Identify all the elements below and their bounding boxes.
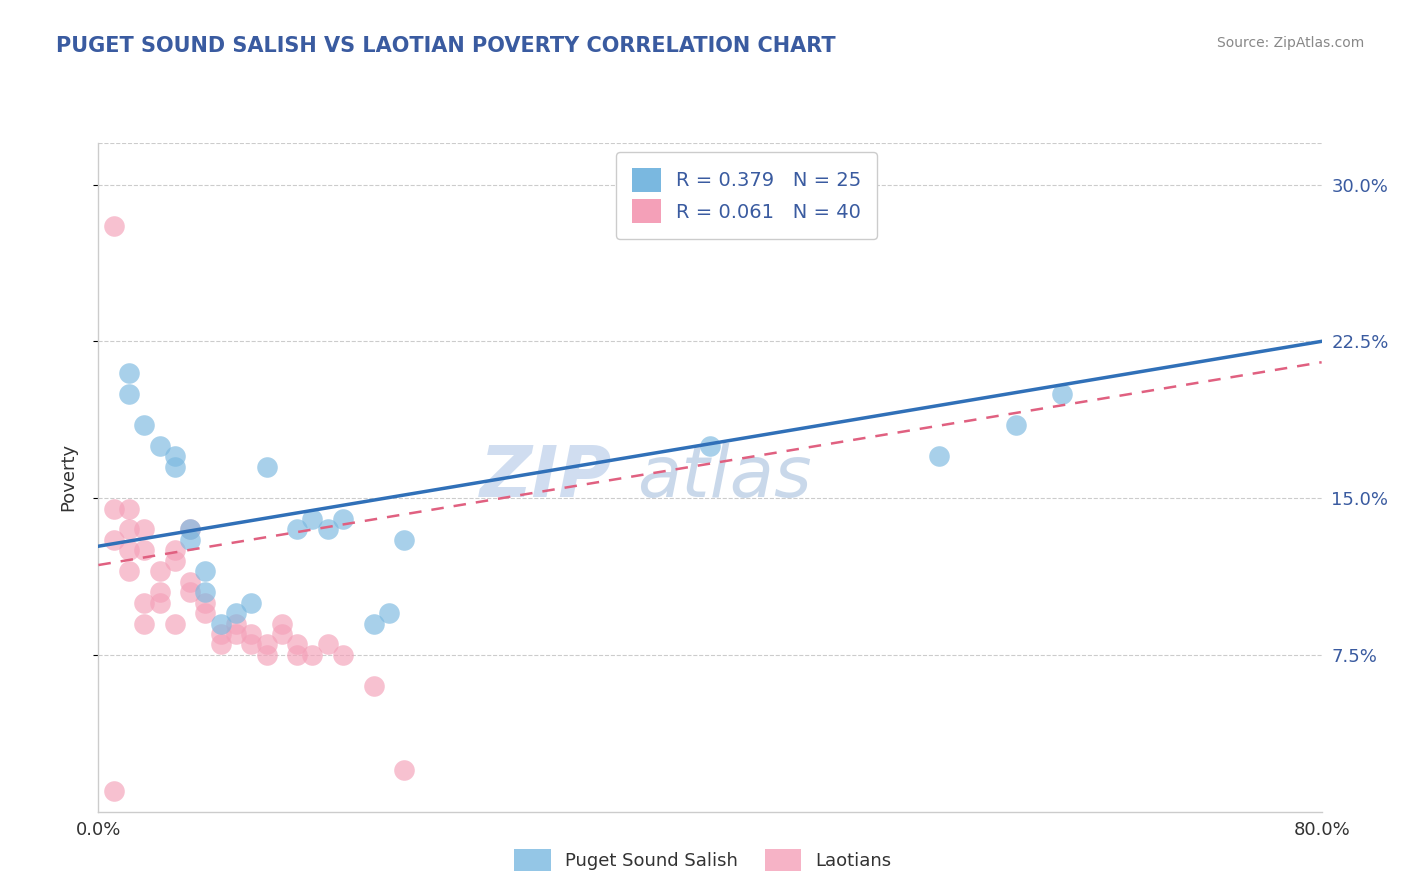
- Legend: R = 0.379   N = 25, R = 0.061   N = 40: R = 0.379 N = 25, R = 0.061 N = 40: [616, 153, 877, 239]
- Point: [163, 543, 186, 558]
- Point: [1004, 417, 1026, 432]
- Point: [194, 596, 217, 610]
- Point: [363, 679, 385, 693]
- Point: [285, 523, 308, 537]
- Point: [270, 627, 292, 641]
- Point: [332, 648, 354, 662]
- Point: [301, 512, 323, 526]
- Point: [194, 564, 217, 578]
- Point: [163, 459, 186, 474]
- Point: [134, 543, 156, 558]
- Point: [256, 459, 278, 474]
- Y-axis label: Poverty: Poverty: [59, 443, 77, 511]
- Point: [103, 219, 125, 234]
- Point: [179, 585, 201, 599]
- Point: [149, 439, 172, 453]
- Point: [134, 523, 156, 537]
- Point: [316, 637, 339, 651]
- Point: [118, 523, 141, 537]
- Point: [179, 574, 201, 589]
- Point: [285, 648, 308, 662]
- Point: [928, 450, 950, 464]
- Point: [256, 648, 278, 662]
- Text: atlas: atlas: [637, 442, 811, 512]
- Point: [103, 533, 125, 547]
- Point: [392, 533, 416, 547]
- Point: [118, 501, 141, 516]
- Point: [301, 648, 323, 662]
- Point: [179, 523, 201, 537]
- Point: [179, 523, 201, 537]
- Point: [285, 637, 308, 651]
- Point: [118, 564, 141, 578]
- Point: [209, 627, 232, 641]
- Point: [103, 501, 125, 516]
- Point: [332, 512, 354, 526]
- Point: [118, 366, 141, 380]
- Point: [134, 616, 156, 631]
- Point: [378, 606, 401, 620]
- Point: [179, 533, 201, 547]
- Point: [163, 616, 186, 631]
- Point: [225, 606, 247, 620]
- Point: [225, 627, 247, 641]
- Point: [316, 523, 339, 537]
- Text: ZIP: ZIP: [479, 442, 612, 512]
- Point: [363, 616, 385, 631]
- Point: [240, 627, 263, 641]
- Point: [134, 596, 156, 610]
- Point: [163, 450, 186, 464]
- Point: [103, 784, 125, 798]
- Point: [209, 637, 232, 651]
- Text: Source: ZipAtlas.com: Source: ZipAtlas.com: [1216, 36, 1364, 50]
- Point: [240, 637, 263, 651]
- Point: [194, 585, 217, 599]
- Point: [256, 637, 278, 651]
- Point: [163, 554, 186, 568]
- Point: [225, 616, 247, 631]
- Point: [699, 439, 721, 453]
- Point: [134, 417, 156, 432]
- Point: [149, 585, 172, 599]
- Point: [392, 763, 416, 777]
- Point: [209, 616, 232, 631]
- Point: [194, 606, 217, 620]
- Point: [240, 596, 263, 610]
- Legend: Puget Sound Salish, Laotians: Puget Sound Salish, Laotians: [508, 842, 898, 879]
- Point: [1050, 386, 1073, 401]
- Point: [118, 543, 141, 558]
- Point: [270, 616, 292, 631]
- Point: [118, 386, 141, 401]
- Text: PUGET SOUND SALISH VS LAOTIAN POVERTY CORRELATION CHART: PUGET SOUND SALISH VS LAOTIAN POVERTY CO…: [56, 36, 835, 55]
- Point: [149, 564, 172, 578]
- Point: [149, 596, 172, 610]
